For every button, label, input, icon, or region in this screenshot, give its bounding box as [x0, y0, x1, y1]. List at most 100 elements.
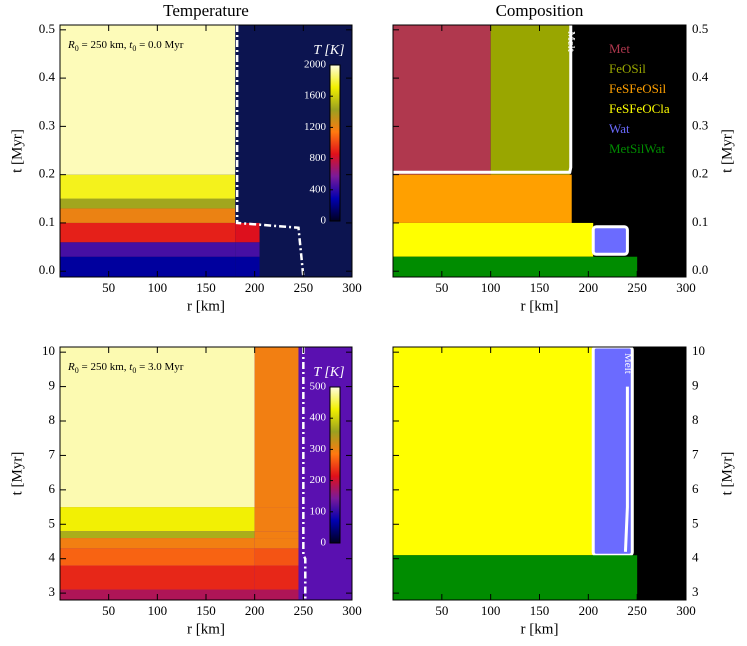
y-tick-label: 6: [49, 481, 56, 496]
heatmap-cell: [60, 174, 236, 199]
y-tick-label: 5: [49, 515, 56, 530]
x-tick-label: 200: [579, 280, 599, 295]
y-tick-label: 0.3: [39, 117, 55, 132]
y-axis-label: t [Myr]: [719, 452, 735, 496]
x-tick-label: 150: [196, 280, 216, 295]
x-tick-label: 150: [530, 603, 550, 618]
panel-title: Temperature: [163, 1, 249, 20]
y-tick-label: 7: [692, 446, 699, 461]
heatmap-cell: [60, 507, 255, 532]
heatmap-cell: [254, 507, 299, 532]
boundary-line: [393, 25, 573, 174]
annotation-part: 0: [75, 44, 79, 53]
x-tick-label: 100: [481, 280, 501, 295]
x-tick-label: 200: [245, 603, 265, 618]
x-tick-label: 100: [148, 603, 168, 618]
y-tick-label: 0.4: [39, 69, 56, 84]
colorbar: [329, 64, 341, 222]
heatmap-cell: [254, 548, 299, 566]
heatmap-cell: [60, 242, 236, 257]
y-tick-label: 8: [692, 412, 699, 427]
y-tick-label: 0.3: [692, 117, 708, 132]
x-axis-label: r [km]: [187, 298, 225, 314]
heatmap-cell: [254, 565, 299, 590]
heatmap-cell: [60, 25, 236, 175]
boundary-line: [623, 386, 629, 552]
annotation-part: R: [67, 39, 75, 51]
x-tick-label: 250: [627, 603, 647, 618]
y-tick-label: 0.4: [692, 69, 709, 84]
colorbar-label: T [K]: [313, 365, 344, 380]
y-axis-label: t [Myr]: [9, 452, 25, 496]
x-tick-label: 100: [481, 603, 501, 618]
heatmap-cell: [60, 531, 255, 539]
colorbar-label: T [K]: [313, 43, 344, 58]
annotation-part: = 250 km,: [79, 39, 130, 51]
heatmap-cell: [60, 222, 236, 243]
legend-entry: FeSFeOCla: [609, 101, 670, 116]
y-axis-label: t [Myr]: [9, 129, 25, 173]
x-tick-label: 300: [342, 603, 362, 618]
y-tick-label: 0.0: [692, 262, 708, 277]
heatmap-cell: [254, 589, 299, 600]
composition-region: [591, 225, 629, 256]
boundary-line: [302, 347, 307, 600]
colorbar-tick-label: 0: [321, 215, 327, 227]
annotation-part: = 250 km,: [79, 361, 130, 373]
y-tick-label: 0.5: [39, 21, 55, 36]
x-tick-label: 50: [102, 280, 115, 295]
y-tick-label: 6: [692, 481, 699, 496]
x-tick-label: 250: [627, 280, 647, 295]
y-tick-label: 0.2: [692, 166, 708, 181]
melt-label: Melt: [565, 31, 577, 52]
x-axis-label: r [km]: [187, 621, 225, 637]
x-tick-label: 300: [676, 603, 696, 618]
heatmap-cell: [60, 565, 255, 590]
x-tick-label: 300: [676, 280, 696, 295]
colorbar-tick-label: 500: [310, 381, 327, 393]
y-tick-label: 10: [692, 343, 705, 358]
x-tick-label: 200: [579, 603, 599, 618]
y-tick-label: 4: [692, 550, 699, 565]
colorbar-tick-label: 0: [321, 537, 327, 549]
legend-entry: Wat: [609, 121, 630, 136]
composition-region: [393, 347, 594, 556]
legend-entry: FeSFeOSil: [609, 81, 666, 96]
boundary-line: [235, 25, 305, 278]
y-tick-label: 0.5: [692, 21, 708, 36]
x-axis-label: r [km]: [521, 298, 559, 314]
heatmap-cell: [235, 222, 260, 243]
heatmap-cell: [60, 198, 236, 209]
y-tick-label: 9: [49, 378, 56, 393]
x-tick-label: 50: [102, 603, 115, 618]
colorbar-tick-label: 2000: [304, 59, 327, 71]
x-axis-label: r [km]: [521, 621, 559, 637]
heatmap-cell: [235, 242, 260, 257]
annotation-part: = 3.0 Myr: [136, 361, 183, 373]
heatmap-cell: [254, 538, 299, 549]
legend-entry: FeOSil: [609, 61, 646, 76]
heatmap-cell: [60, 538, 255, 549]
annotation-part: R: [67, 361, 75, 373]
colorbar-tick-label: 400: [310, 183, 327, 195]
heatmap-cell: [60, 347, 255, 508]
x-tick-label: 250: [294, 280, 314, 295]
y-tick-label: 0.2: [39, 166, 55, 181]
heatmap-cell: [254, 347, 299, 508]
panel-title: Composition: [496, 1, 584, 20]
colorbar-tick-label: 300: [310, 443, 327, 455]
annotation-part: 0: [132, 366, 136, 375]
y-tick-label: 0.0: [39, 262, 55, 277]
composition-region: [393, 256, 638, 277]
x-tick-label: 150: [530, 280, 550, 295]
colorbar-tick-label: 400: [310, 412, 327, 424]
x-tick-label: 50: [435, 603, 448, 618]
annotation-part: 0: [132, 44, 136, 53]
annotation: R0 = 250 km, t0 = 3.0 Myr: [67, 361, 184, 376]
colorbar-tick-label: 800: [310, 152, 327, 164]
x-tick-label: 150: [196, 603, 216, 618]
colorbar-tick-label: 200: [310, 474, 327, 486]
colorbar-tick-label: 1200: [304, 121, 327, 133]
y-axis-label: t [Myr]: [719, 129, 735, 173]
